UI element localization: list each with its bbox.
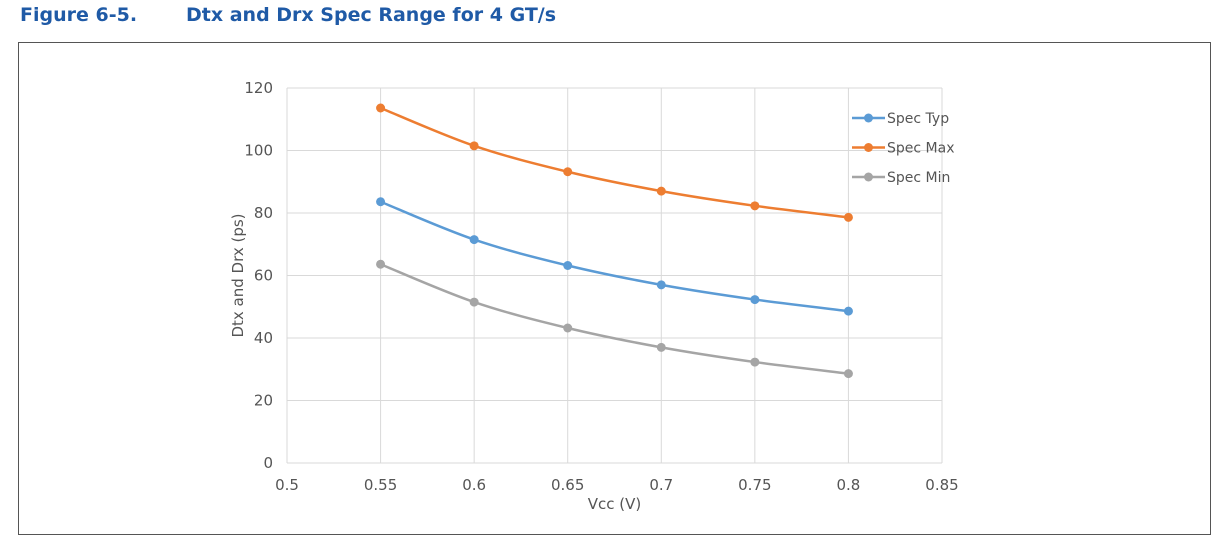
series-lines [376, 103, 853, 379]
legend-marker-spec-max [864, 143, 873, 152]
data-point-spec-min [843, 369, 853, 379]
x-tick-label: 0.65 [551, 476, 584, 494]
y-tick-label: 0 [263, 454, 273, 472]
x-tick-label: 0.5 [275, 476, 299, 494]
series-line-spec-max [380, 106, 849, 219]
tick-labels: 0 20 40 60 80 100 120 0.5 0.55 0.6 0.65 0.7 0.75 0.8 0… [244, 79, 958, 494]
series-line-spec-min [380, 263, 849, 375]
y-tick-label: 80 [254, 204, 273, 222]
data-point-spec-typ [750, 295, 760, 305]
data-point-spec-min [376, 259, 386, 269]
x-axis-title: Vcc (V) [588, 495, 642, 513]
x-tick-label: 0.8 [836, 476, 860, 494]
gridlines [286, 87, 943, 464]
data-point-spec-typ [843, 306, 853, 316]
figure-caption: Figure 6-5. Dtx and Drx Spec Range for 4 … [20, 4, 556, 30]
data-point-spec-typ [376, 197, 386, 207]
data-point-spec-typ [656, 280, 666, 290]
legend-label-spec-min: Spec Min [887, 170, 950, 186]
legend: Spec Typ Spec Max Spec Min [852, 111, 954, 186]
data-point-spec-typ [563, 261, 573, 270]
data-point-spec-min [750, 357, 760, 367]
data-point-spec-max [843, 212, 853, 222]
series-line-spec-typ [380, 200, 849, 313]
x-tick-label: 0.6 [462, 476, 486, 494]
data-point-spec-typ [469, 235, 479, 245]
x-tick-label: 0.75 [738, 476, 771, 494]
chart-frame [18, 42, 1211, 535]
data-point-spec-max [750, 201, 760, 211]
data-point-spec-max [469, 141, 479, 151]
data-point-spec-min [563, 323, 573, 333]
y-tick-label: 40 [254, 329, 273, 347]
x-tick-label: 0.55 [364, 476, 397, 494]
legend-marker-spec-typ [864, 113, 873, 123]
y-tick-label: 100 [244, 142, 273, 160]
x-tick-label: 0.85 [925, 476, 958, 494]
data-point-spec-max [376, 103, 386, 113]
y-tick-label: 20 [254, 392, 273, 410]
data-point-spec-min [469, 297, 479, 307]
figure-number: Figure 6-5. [20, 4, 138, 26]
data-point-spec-min [656, 342, 666, 352]
legend-label-spec-max: Spec Max [887, 141, 954, 157]
legend-marker-spec-min [864, 172, 873, 182]
data-point-spec-max [656, 186, 666, 196]
figure-title: Dtx and Drx Spec Range for 4 GT/s [186, 4, 557, 26]
legend-label-spec-typ: Spec Typ [887, 111, 949, 127]
y-tick-label: 120 [244, 79, 273, 97]
y-tick-label: 60 [254, 267, 273, 285]
y-axis-title: Dtx and Drx (ps) [229, 213, 247, 337]
data-point-spec-max [563, 167, 573, 177]
x-tick-label: 0.7 [649, 476, 673, 494]
